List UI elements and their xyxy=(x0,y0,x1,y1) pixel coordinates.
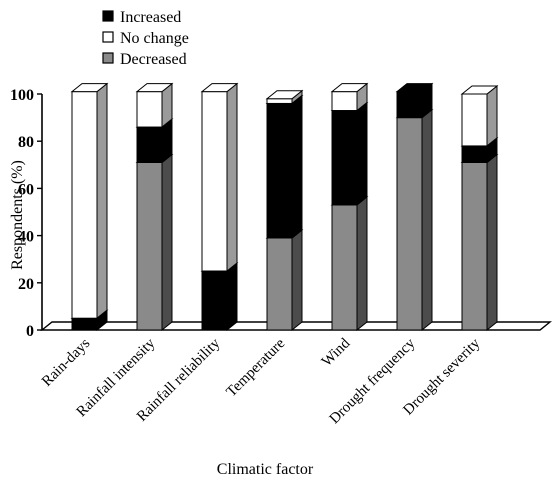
bar-segment-increased xyxy=(395,82,434,119)
legend-swatch xyxy=(102,52,114,64)
y-tick-label: 60 xyxy=(18,181,34,198)
x-tick-label: Temperature xyxy=(224,335,289,400)
bar-segment-no-change xyxy=(135,82,174,129)
bar-segment-no-change xyxy=(200,82,239,273)
bar-segment-decreased xyxy=(265,228,304,332)
legend-item-no-change: No change xyxy=(102,30,189,47)
bars xyxy=(70,82,499,332)
legend-label: No change xyxy=(120,30,189,47)
bar-segment-increased xyxy=(265,94,304,240)
x-axis-label: Climatic factor xyxy=(217,461,314,478)
bar-segment-decreased xyxy=(395,108,434,332)
y-tick-label: 0 xyxy=(26,323,34,340)
bar-segment-decreased xyxy=(330,195,369,332)
bar-segment-no-change xyxy=(70,82,109,320)
x-tick-label: Rain-days xyxy=(39,335,93,389)
bar-segment-no-change xyxy=(265,89,304,105)
legend-label: Decreased xyxy=(120,51,187,68)
axes: 0 20 40 60 80 100 xyxy=(10,87,43,340)
bar-segment-increased xyxy=(200,261,239,332)
legend-label: Increased xyxy=(120,9,181,26)
bar-segment-decreased xyxy=(460,153,499,332)
bar-segment-increased xyxy=(330,101,369,206)
y-tick-label: 80 xyxy=(18,134,34,151)
y-tick-label: 100 xyxy=(10,87,34,104)
legend-item-increased: Increased xyxy=(102,9,181,26)
y-axis-label: Respondents (%) xyxy=(9,160,26,270)
legend-swatch xyxy=(102,10,114,22)
y-tick-label: 20 xyxy=(18,276,34,293)
bar-segment-no-change xyxy=(460,84,499,147)
x-tick-label: Wind xyxy=(319,335,354,370)
bar-segment-decreased xyxy=(135,153,174,332)
legend-swatch xyxy=(102,31,114,43)
legend-item-decreased: Decreased xyxy=(102,51,187,68)
legend: Increased No change Decreased xyxy=(102,9,189,68)
bar-segment-no-change xyxy=(330,82,369,112)
y-tick-label: 40 xyxy=(18,229,34,246)
